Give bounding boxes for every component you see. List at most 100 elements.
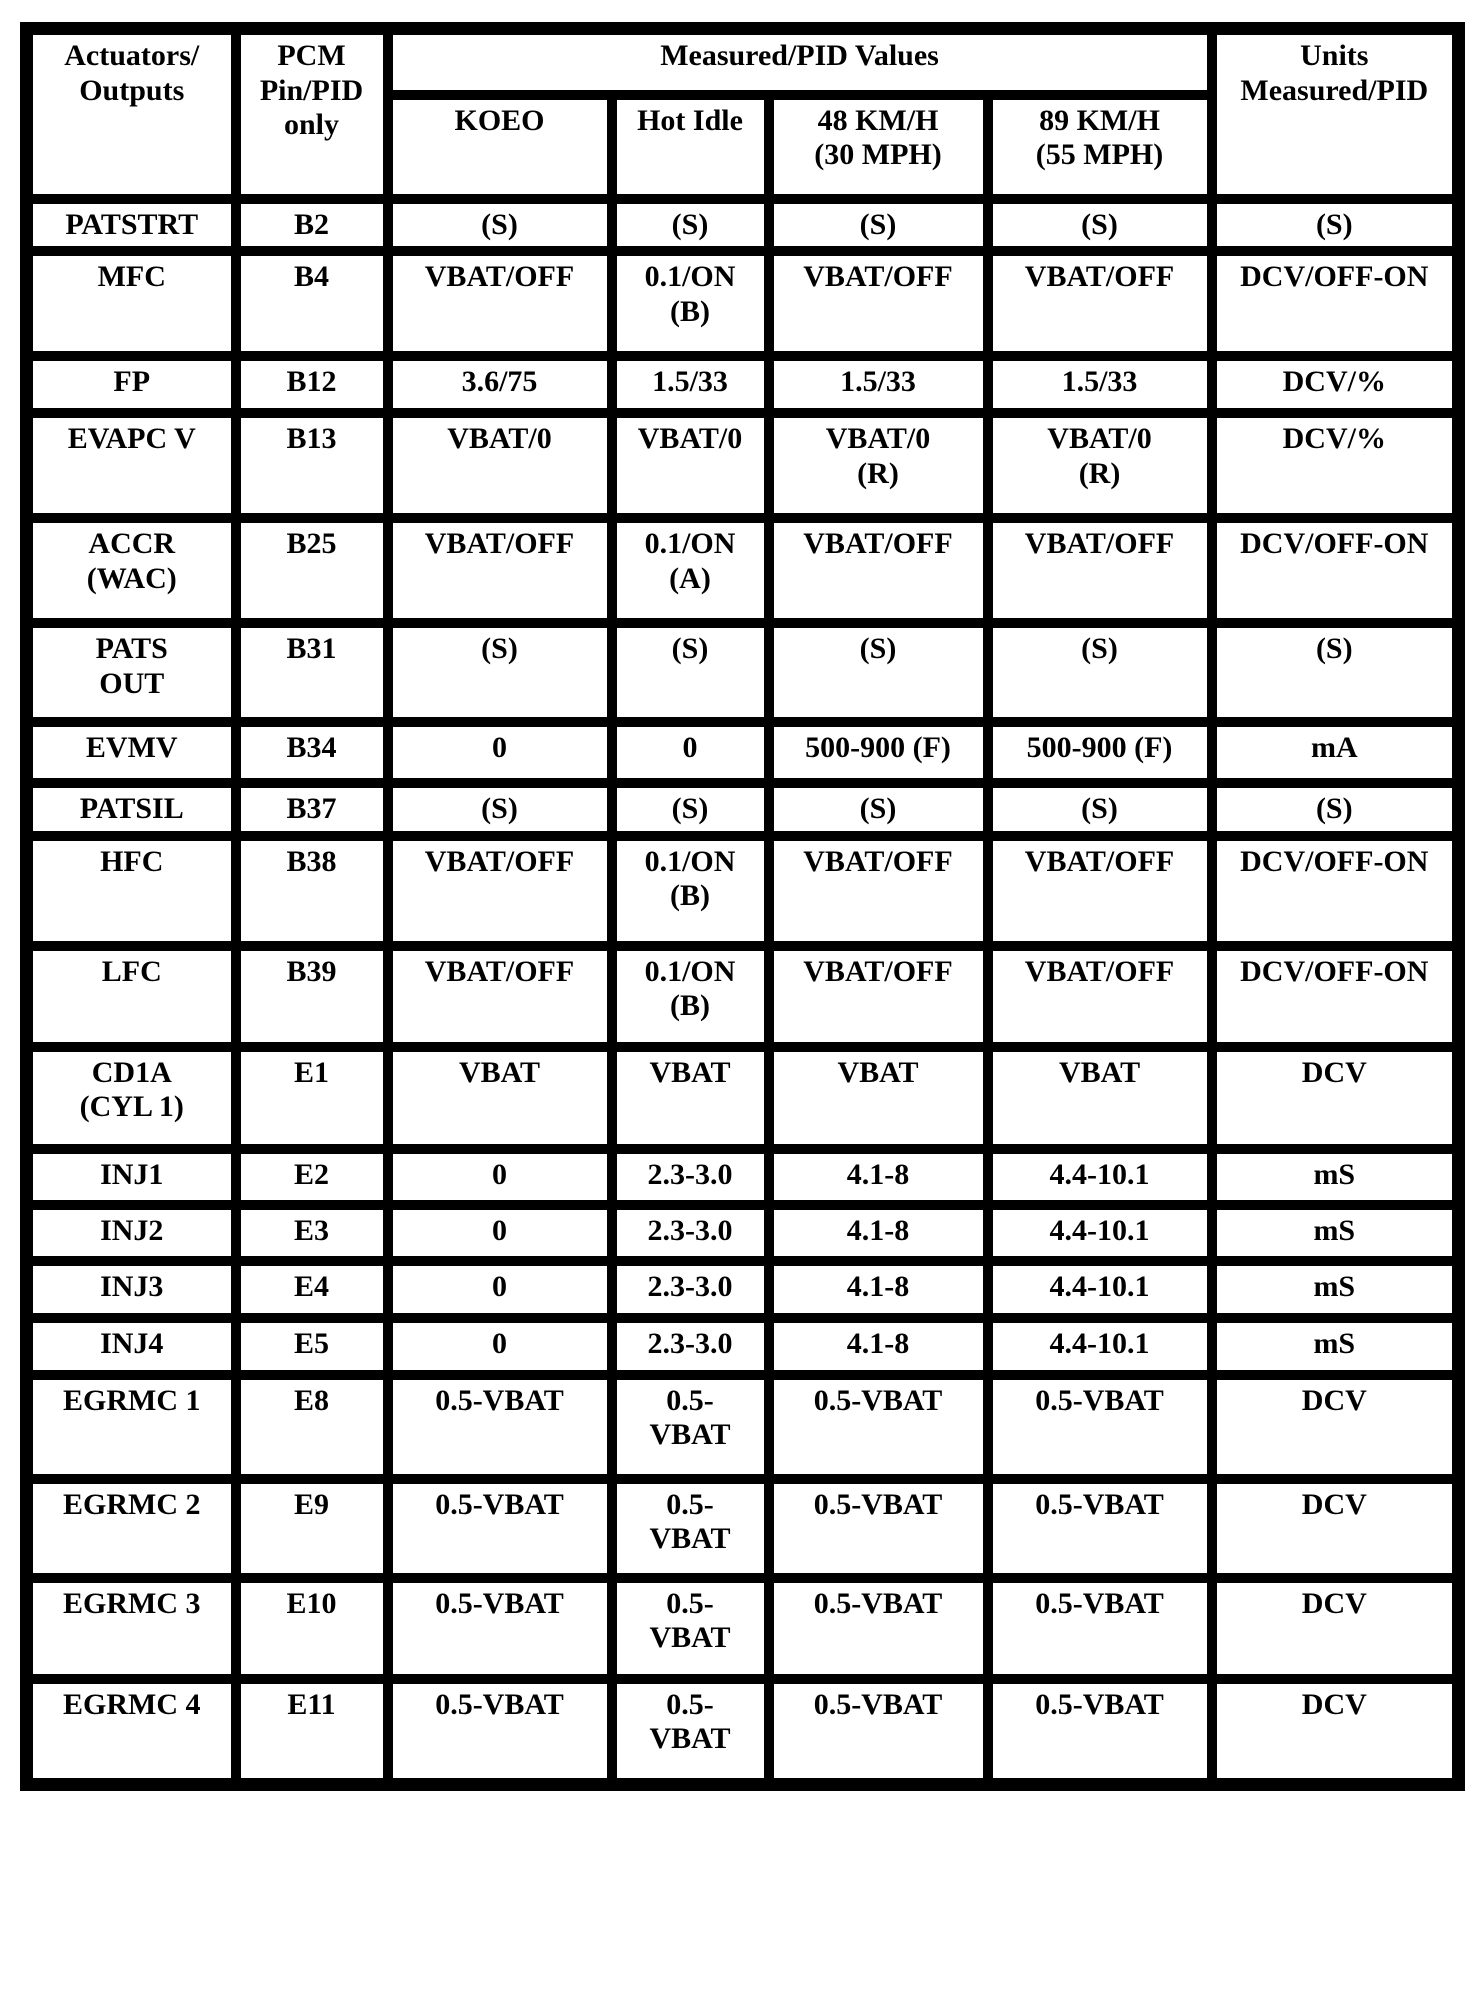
row-label: EVMV xyxy=(21,717,241,788)
table-cell: mS xyxy=(1206,1312,1464,1380)
table-cell: B38 xyxy=(230,830,393,951)
table-cell: VBAT/OFF xyxy=(763,940,993,1052)
row-label: EGRMC 4 xyxy=(21,1673,241,1790)
table-row: EGRMC 2 E9 0.5-VBAT 0.5- VBAT 0.5-VBAT 0… xyxy=(21,1473,1464,1583)
table-cell: DCV/OFF-ON xyxy=(1206,830,1464,951)
table-row: EGRMC 3 E10 0.5-VBAT 0.5- VBAT 0.5-VBAT … xyxy=(21,1572,1464,1684)
row-label: INJ4 xyxy=(21,1312,241,1380)
table-cell: E11 xyxy=(230,1673,393,1790)
row-label: HFC xyxy=(21,830,241,951)
table-cell: (S) xyxy=(606,618,774,727)
table-cell: VBAT/0 xyxy=(606,408,774,523)
table-cell: 4.4-10.1 xyxy=(982,1199,1217,1266)
table-cell: 500-900 (F) xyxy=(763,717,993,788)
header-hot-idle: Hot Idle xyxy=(606,89,774,204)
table-cell: (S) xyxy=(982,618,1217,727)
table-row: PATSIL B37 (S) (S) (S) (S) (S) xyxy=(21,778,1464,841)
table-row: MFC B4 VBAT/OFF 0.1/ON (B) VBAT/OFF VBAT… xyxy=(21,246,1464,361)
table-cell: 4.1-8 xyxy=(763,1143,993,1210)
table-cell: 0.5- VBAT xyxy=(606,1673,774,1790)
table-cell: 0.5-VBAT xyxy=(982,1473,1217,1583)
header-pcm-pin-pid-only: PCM Pin/PID only xyxy=(230,23,393,204)
table-cell: (S) xyxy=(1206,778,1464,841)
table-row: EVMV B34 0 0 500-900 (F) 500-900 (F) mA xyxy=(21,717,1464,788)
table-cell: DCV xyxy=(1206,1673,1464,1790)
table-cell: 3.6/75 xyxy=(382,351,617,418)
table-cell: 0.1/ON (B) xyxy=(606,940,774,1052)
row-label: INJ3 xyxy=(21,1255,241,1323)
table-cell: VBAT/OFF xyxy=(763,830,993,951)
table-cell: VBAT/OFF xyxy=(382,513,617,628)
table-cell: 0 xyxy=(606,717,774,788)
table-cell: VBAT/OFF xyxy=(763,513,993,628)
table-cell: DCV/OFF-ON xyxy=(1206,940,1464,1052)
row-label: PATS OUT xyxy=(21,618,241,727)
table-cell: B12 xyxy=(230,351,393,418)
table-cell: VBAT/0 xyxy=(382,408,617,523)
table-cell: mA xyxy=(1206,717,1464,788)
table-cell: DCV/% xyxy=(1206,351,1464,418)
table-cell: 4.4-10.1 xyxy=(982,1255,1217,1323)
header-row-top: Actuators/ Outputs PCM Pin/PID only Meas… xyxy=(21,23,1464,204)
table-cell: B37 xyxy=(230,778,393,841)
table-cell: 4.1-8 xyxy=(763,1199,993,1266)
table-cell: E10 xyxy=(230,1572,393,1684)
table-cell: B25 xyxy=(230,513,393,628)
table-cell: 0.5-VBAT xyxy=(382,1572,617,1684)
table-cell: (S) xyxy=(763,193,993,256)
table-cell: 0.5-VBAT xyxy=(382,1369,617,1484)
table-cell: DCV/% xyxy=(1206,408,1464,523)
table-cell: 0.1/ON (A) xyxy=(606,513,774,628)
table-cell: VBAT xyxy=(606,1041,774,1154)
table-cell: 0.5-VBAT xyxy=(382,1673,617,1790)
row-label: ACCR (WAC) xyxy=(21,513,241,628)
table-cell: E3 xyxy=(230,1199,393,1266)
table-cell: DCV xyxy=(1206,1041,1464,1154)
table-cell: 0 xyxy=(382,1143,617,1210)
table-cell: 2.3-3.0 xyxy=(606,1255,774,1323)
table-cell: 4.4-10.1 xyxy=(982,1143,1217,1210)
table-cell: B31 xyxy=(230,618,393,727)
table-row: INJ1 E2 0 2.3-3.0 4.1-8 4.4-10.1 mS xyxy=(21,1143,1464,1210)
table-cell: B13 xyxy=(230,408,393,523)
table-cell: 4.4-10.1 xyxy=(982,1312,1217,1380)
header-koeo: KOEO xyxy=(382,89,617,204)
row-label: INJ1 xyxy=(21,1143,241,1210)
table-cell: 0.1/ON (B) xyxy=(606,246,774,361)
table-cell: (S) xyxy=(382,778,617,841)
table-cell: (S) xyxy=(606,193,774,256)
table-cell: DCV/OFF-ON xyxy=(1206,246,1464,361)
table-cell: DCV/OFF-ON xyxy=(1206,513,1464,628)
pcm-pin-pid-values-table: Actuators/ Outputs PCM Pin/PID only Meas… xyxy=(20,22,1466,1791)
table-cell: 0 xyxy=(382,717,617,788)
table-cell: (S) xyxy=(982,193,1217,256)
table-cell: 0.5- VBAT xyxy=(606,1572,774,1684)
table-cell: VBAT/0 (R) xyxy=(982,408,1217,523)
table-cell: 4.1-8 xyxy=(763,1255,993,1323)
header-89-kmh-55-mph: 89 KM/H (55 MPH) xyxy=(982,89,1217,204)
row-label: CD1A (CYL 1) xyxy=(21,1041,241,1154)
table-cell: VBAT xyxy=(763,1041,993,1154)
header-measured-pid-values: Measured/PID Values xyxy=(382,23,1217,100)
row-label: MFC xyxy=(21,246,241,361)
row-label: PATSIL xyxy=(21,778,241,841)
table-cell: E1 xyxy=(230,1041,393,1154)
table-cell: 0 xyxy=(382,1255,617,1323)
table-cell: DCV xyxy=(1206,1473,1464,1583)
table-row: EGRMC 4 E11 0.5-VBAT 0.5- VBAT 0.5-VBAT … xyxy=(21,1673,1464,1790)
table-cell: 0.5-VBAT xyxy=(763,1572,993,1684)
table-cell: VBAT/OFF xyxy=(982,830,1217,951)
table-row: INJ3 E4 0 2.3-3.0 4.1-8 4.4-10.1 mS xyxy=(21,1255,1464,1323)
table-cell: 0 xyxy=(382,1199,617,1266)
table-cell: 0.5-VBAT xyxy=(763,1473,993,1583)
table-cell: (S) xyxy=(1206,618,1464,727)
table-cell: VBAT/OFF xyxy=(382,246,617,361)
table-cell: 2.3-3.0 xyxy=(606,1143,774,1210)
table-cell: 0.5- VBAT xyxy=(606,1473,774,1583)
table-cell: VBAT xyxy=(382,1041,617,1154)
row-label: LFC xyxy=(21,940,241,1052)
table-row: ACCR (WAC) B25 VBAT/OFF 0.1/ON (A) VBAT/… xyxy=(21,513,1464,628)
table-cell: mS xyxy=(1206,1143,1464,1210)
header-48-kmh-30-mph: 48 KM/H (30 MPH) xyxy=(763,89,993,204)
table-cell: 0.5-VBAT xyxy=(382,1473,617,1583)
